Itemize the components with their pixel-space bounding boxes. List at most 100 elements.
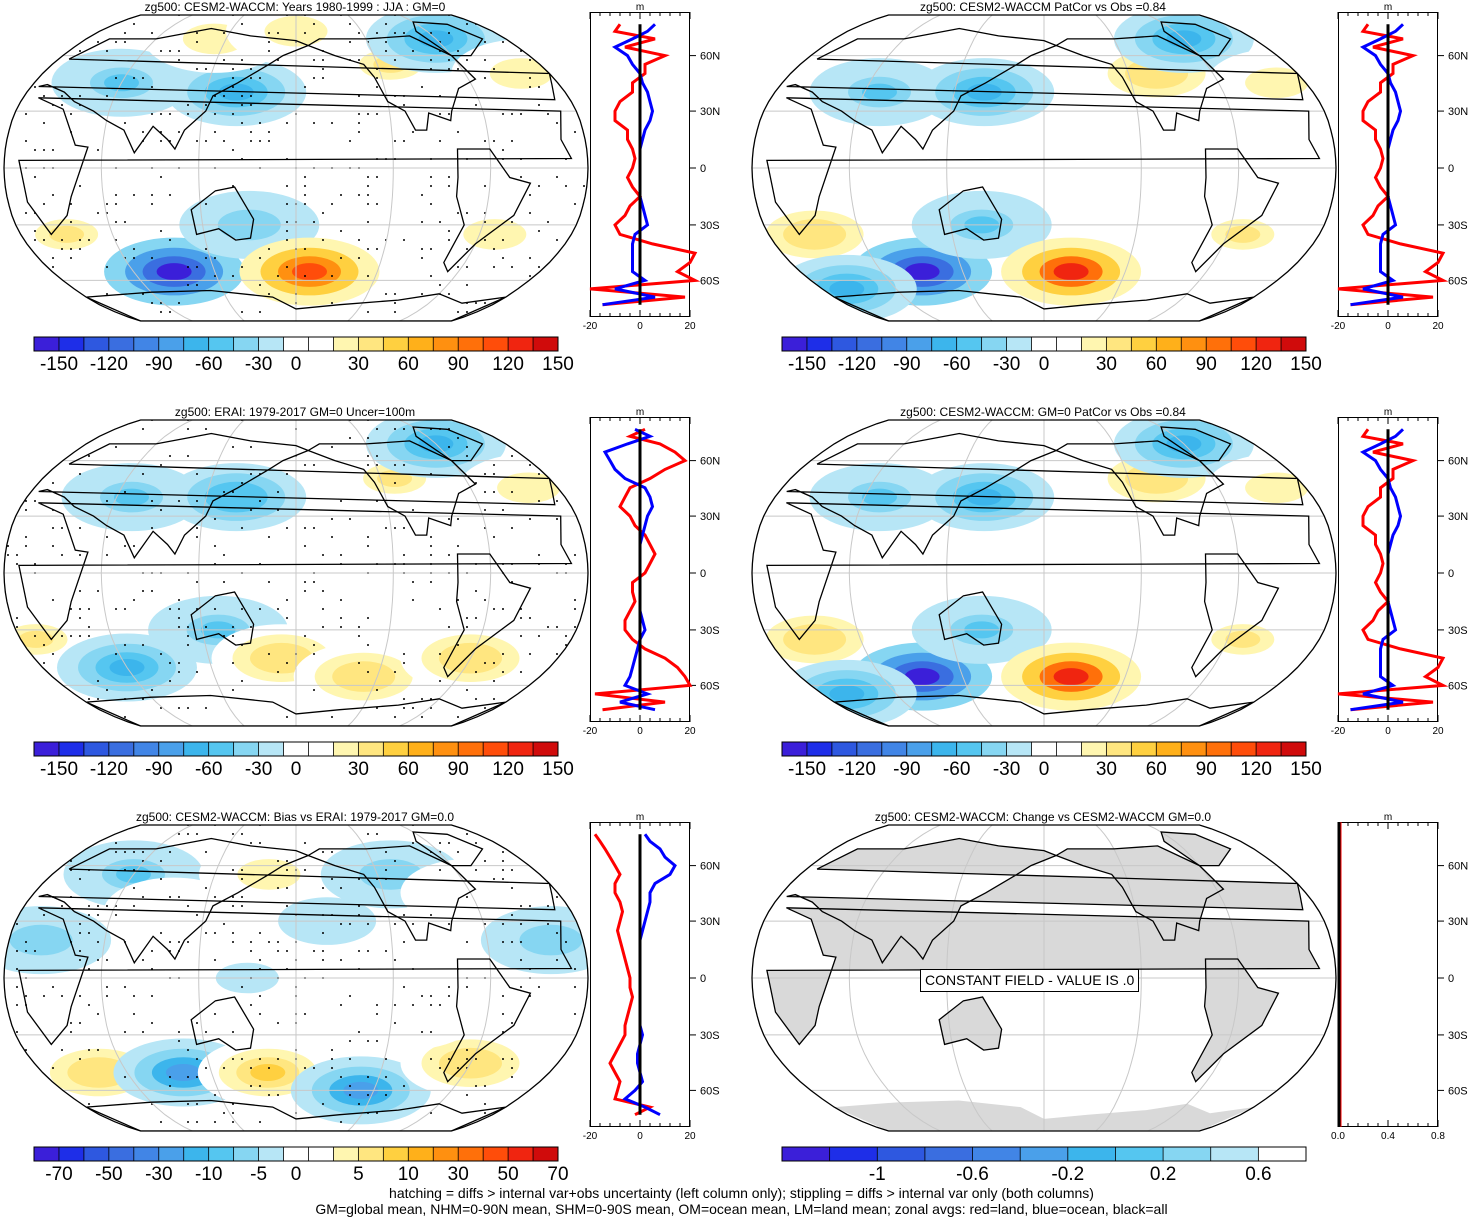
zonal-ytick-label: 0: [700, 568, 706, 580]
colorbar-label: 150: [542, 759, 574, 780]
colorbar-swatch: [133, 337, 160, 351]
zonal-ytick-label: 30N: [1448, 106, 1468, 118]
colorbar-swatch: [1031, 742, 1057, 756]
colorbar-swatch: [1181, 337, 1207, 351]
zonal-xtick-label: 0: [637, 321, 643, 332]
colorbar-label: 30: [348, 354, 369, 375]
map-border: [3, 419, 589, 727]
land-eurasia: [786, 838, 1303, 963]
colorbar-swatch: [782, 337, 808, 351]
anomaly-blob: [23, 931, 59, 949]
colorbar-swatch: [433, 742, 459, 756]
colorbar-swatch: [931, 742, 957, 756]
zonal-plot: m -20 0 20 60N 30N 0 30S 60S: [1331, 2, 1468, 332]
zonal-xtick-label: 0: [1385, 726, 1391, 737]
anomaly-blob: [18, 630, 54, 648]
coastlines: [18, 831, 573, 1131]
panel-p6: zg500: CESM2-WACCM: Change vs CESM2-WACC…: [748, 810, 1483, 1215]
colorbar-label: 30: [348, 759, 369, 780]
coast-africa: [766, 907, 1321, 1046]
map-border: [3, 824, 589, 1132]
longitude-line: [198, 825, 245, 1131]
colorbar-swatch: [108, 1147, 135, 1161]
zonal-land-line: [593, 833, 655, 1117]
longitude-line: [100, 420, 193, 726]
colorbar: -70 -50 -30 -10 -5 0 5 10 30 50 70: [33, 1146, 569, 1185]
colorbar-swatch: [533, 742, 559, 756]
colorbar-label: 90: [1196, 354, 1217, 375]
colorbar-swatch: [1181, 742, 1207, 756]
colorbar-swatch: [183, 337, 209, 351]
colorbar-frame: [33, 741, 559, 757]
colorbar-label: 70: [547, 1164, 568, 1185]
longitude-line: [1095, 15, 1142, 321]
colorbar-swatch: [1131, 337, 1157, 351]
colorbar-swatch: [258, 337, 284, 351]
coast-africa: [18, 907, 573, 1046]
colorbar-swatch: [83, 742, 110, 756]
land-southam: [1191, 959, 1279, 1082]
colorbar-swatch: [881, 337, 908, 351]
zonal-ytick-label: 30N: [700, 106, 720, 118]
colorbar-swatch: [308, 1147, 334, 1161]
panel-title: zg500: CESM2-WACCM PatCor vs Obs =0.84: [920, 0, 1166, 14]
colorbar-swatch: [1156, 337, 1182, 351]
colorbar-swatch: [383, 742, 409, 756]
coast-southam: [443, 553, 532, 678]
constant-field-label: CONSTANT FIELD - VALUE IS .0: [920, 969, 1140, 992]
longitude-line: [848, 15, 941, 321]
colorbar-swatch: [1106, 742, 1132, 756]
zonal-xtick-label: -20: [1331, 726, 1346, 737]
zonal-ytick-label: 0: [700, 163, 706, 175]
colorbar-swatch: [1231, 337, 1257, 351]
colorbar-label: -60: [943, 759, 970, 780]
colorbar-label: 5: [353, 1164, 364, 1185]
colorbar-swatch: [283, 1147, 309, 1161]
colorbar-swatch: [108, 337, 135, 351]
zonal-xtick-label: 20: [684, 321, 696, 332]
zonal-xtick-label: -20: [583, 1131, 598, 1142]
colorbar-swatch: [856, 337, 883, 351]
colorbar-swatch: [1006, 337, 1032, 351]
longitude-line: [347, 420, 394, 726]
colorbar-swatch: [283, 742, 309, 756]
colorbar-label: -120: [838, 759, 876, 780]
zonal-xtick-label: 0: [1385, 321, 1391, 332]
coast-antarctica: [833, 694, 1255, 726]
zonal-ytick-label: 60N: [700, 51, 720, 63]
zonal-frame: [1338, 822, 1438, 1127]
colorbar-label: -30: [993, 759, 1020, 780]
anomaly-blob: [1053, 263, 1089, 281]
colorbar-swatch: [981, 337, 1007, 351]
colorbar-swatch: [333, 337, 359, 351]
anomaly-blob: [156, 263, 192, 281]
anomaly-blob: [829, 280, 865, 298]
longitude-line: [347, 825, 394, 1131]
colorbar-label: -60: [195, 354, 222, 375]
anomaly-blob: [292, 263, 327, 281]
colorbar-swatch: [831, 742, 858, 756]
coast-southam: [1191, 148, 1280, 273]
colorbar-label: 0: [1039, 354, 1050, 375]
colorbar-swatch: [158, 337, 185, 351]
colorbar-swatch: [906, 337, 933, 351]
coast-northam: [306, 35, 477, 131]
colorbar: -150 -120 -90 -60 -30 0 30 60 90 120 150: [33, 741, 574, 780]
coast-northam: [306, 440, 477, 536]
colorbar-label: -120: [90, 354, 128, 375]
colorbar-label: -70: [45, 1164, 72, 1185]
coast-africa: [766, 97, 1321, 236]
map: [751, 14, 1337, 322]
colorbar-label: 10: [398, 1164, 419, 1185]
graticule: [4, 420, 588, 726]
colorbar-label: 0.6: [1245, 1164, 1271, 1185]
longitude-line: [946, 15, 993, 321]
colorbar-swatch: [1156, 742, 1182, 756]
colorbar-swatch: [508, 337, 534, 351]
coast-greenland: [412, 426, 484, 462]
colorbar-swatch: [1256, 337, 1282, 351]
footer-note-1: hatching = diffs > internal var+obs unce…: [389, 1185, 1094, 1201]
colorbar-label: -90: [145, 354, 172, 375]
coast-africa: [766, 502, 1321, 641]
zonal-ytick-label: 60N: [1448, 456, 1468, 468]
